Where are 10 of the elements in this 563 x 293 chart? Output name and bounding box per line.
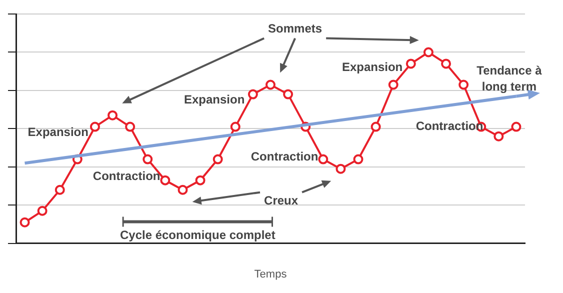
annotation: Contraction: [250, 150, 318, 164]
annotation: Tendance à long term: [476, 63, 542, 94]
annotation: Expansion: [184, 92, 245, 106]
annotation: Expansion: [342, 60, 403, 74]
annotation: Cycle économique complet: [120, 228, 276, 242]
x-axis-title: Temps: [254, 268, 288, 280]
text: Sommets: [268, 22, 322, 36]
annotation: Expansion: [28, 124, 88, 139]
annotation: Contraction: [92, 168, 160, 183]
annotation: Creux: [264, 194, 298, 208]
